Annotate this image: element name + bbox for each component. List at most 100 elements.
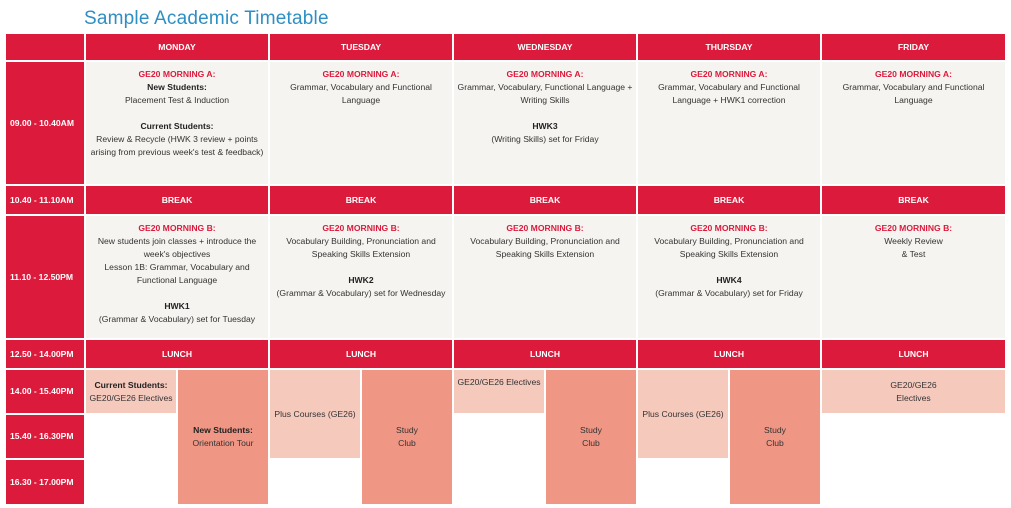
session-text: Grammar, Vocabulary, Functional Language… — [457, 82, 633, 92]
session-text: Speaking Skills Extension — [311, 249, 411, 259]
cell-tue-morning-b: GE20 MORNING B: Vocabulary Building, Pro… — [270, 216, 452, 338]
time-slot-3: 11.10 - 12.50PM — [6, 216, 84, 338]
session-text: Language + HWK1 correction — [672, 95, 786, 105]
homework-text: (Grammar & Vocabulary) set for Friday — [655, 288, 803, 298]
wednesday-afternoon: GE20/GE26 Electives Study Club — [454, 370, 636, 504]
break-cell: BREAK — [86, 186, 268, 214]
session-text: Club — [582, 438, 600, 448]
session-heading: GE20 MORNING A: — [874, 69, 953, 79]
monday-afternoon: Current Students: GE20/GE26 Electives Ne… — [86, 370, 268, 504]
session-text: Vocabulary Building, Pronunciation and — [286, 236, 436, 246]
session-text: Language — [341, 95, 381, 105]
current-students-label: Current Students: — [94, 379, 168, 390]
session-text: Functional Language — [136, 275, 218, 285]
session-text: Study — [580, 425, 602, 435]
session-heading: GE20 MORNING B: — [690, 223, 768, 233]
session-text: Vocabulary Building, Pronunciation and — [654, 236, 804, 246]
tuesday-afternoon: Plus Courses (GE26) Study Club — [270, 370, 452, 504]
homework-label: HWK1 — [164, 301, 190, 311]
cell-tue-morning-a: GE20 MORNING A: Grammar, Vocabulary and … — [270, 62, 452, 184]
session-heading: GE20 MORNING B: — [874, 223, 953, 233]
session-text: Review & Recycle (HWK 3 review + points — [96, 134, 258, 144]
session-text: New students join classes + introduce th… — [97, 236, 257, 246]
time-slot-7: 16.30 - 17.00PM — [6, 460, 84, 504]
cell-wed-morning-b: GE20 MORNING B: Vocabulary Building, Pro… — [454, 216, 636, 338]
cell-thu-morning-b: GE20 MORNING B: Vocabulary Building, Pro… — [638, 216, 820, 338]
session-text: Study — [764, 425, 786, 435]
day-header-friday: FRIDAY — [822, 34, 1005, 60]
session-text: Speaking Skills Extension — [495, 249, 595, 259]
cell-fri-morning-a: GE20 MORNING A: Grammar, Vocabulary and … — [822, 62, 1005, 184]
cell-mon-current-electives: Current Students: GE20/GE26 Electives — [86, 370, 176, 413]
day-header-wednesday: WEDNESDAY — [454, 34, 636, 60]
lunch-cell: LUNCH — [86, 340, 268, 368]
current-students-label: Current Students: — [140, 121, 214, 131]
cell-wed-morning-a: GE20 MORNING A: Grammar, Vocabulary, Fun… — [454, 62, 636, 184]
cell-fri-electives: GE20/GE26 Electives — [822, 370, 1005, 413]
session-text: Writing Skills — [520, 95, 570, 105]
homework-label: HWK3 — [532, 121, 558, 131]
homework-text: (Writing Skills) set for Friday — [491, 134, 599, 144]
session-text: Orientation Tour — [192, 438, 254, 448]
thursday-afternoon: Plus Courses (GE26) Study Club — [638, 370, 820, 504]
session-heading: GE20 MORNING B: — [322, 223, 400, 233]
cell-thu-plus-courses: Plus Courses (GE26) — [638, 370, 728, 458]
cell-wed-study-club: Study Club — [546, 370, 636, 504]
homework-text: (Grammar & Vocabulary) set for Tuesday — [98, 314, 256, 324]
session-text: week's objectives — [143, 249, 211, 259]
session-text: GE20/GE26 — [890, 379, 937, 390]
session-heading: GE20 MORNING A: — [690, 69, 768, 79]
timetable-grid: MONDAY TUESDAY WEDNESDAY THURSDAY FRIDAY… — [6, 34, 1005, 504]
homework-label: HWK2 — [348, 275, 374, 285]
homework-text: (Grammar & Vocabulary) set for Wednesday — [276, 288, 446, 298]
corner-cell — [6, 34, 84, 60]
lunch-cell: LUNCH — [638, 340, 820, 368]
cell-mon-morning-b: GE20 MORNING B: New students join classe… — [86, 216, 268, 338]
day-header-monday: MONDAY — [86, 34, 268, 60]
session-text: Placement Test & Induction — [125, 95, 229, 105]
session-text: Vocabulary Building, Pronunciation and — [470, 236, 620, 246]
session-text: Grammar, Vocabulary and Functional — [842, 82, 985, 92]
session-heading: GE20 MORNING A: — [322, 69, 400, 79]
session-heading: GE20 MORNING A: — [138, 69, 216, 79]
session-text: Club — [766, 438, 784, 448]
page-title: Sample Academic Timetable — [84, 8, 329, 29]
session-text: Weekly Review — [884, 236, 943, 246]
time-slot-1: 09.00 - 10.40AM — [6, 62, 84, 184]
day-header-tuesday: TUESDAY — [270, 34, 452, 60]
session-text: Plus Courses (GE26) — [274, 408, 356, 419]
friday-afternoon: GE20/GE26 Electives — [822, 370, 1005, 504]
session-text: Grammar, Vocabulary and Functional — [658, 82, 800, 92]
session-text: Grammar, Vocabulary and Functional — [290, 82, 432, 92]
session-text: arising from previous week's test & feed… — [90, 147, 264, 157]
session-text: Club — [398, 438, 416, 448]
cell-tue-study-club: Study Club — [362, 370, 452, 504]
session-heading: GE20 MORNING B: — [506, 223, 584, 233]
homework-label: HWK4 — [716, 275, 742, 285]
new-students-label: New Students: — [147, 82, 207, 92]
lunch-cell: LUNCH — [454, 340, 636, 368]
session-text: Study — [396, 425, 418, 435]
session-heading: GE20 MORNING A: — [506, 69, 584, 79]
cell-thu-morning-a: GE20 MORNING A: Grammar, Vocabulary and … — [638, 62, 820, 184]
cell-mon-orientation-tour: New Students: Orientation Tour — [178, 370, 268, 504]
time-slot-6: 15.40 - 16.30PM — [6, 415, 84, 458]
session-text: Speaking Skills Extension — [679, 249, 779, 259]
session-text: Language — [894, 95, 933, 105]
session-text: & Test — [901, 249, 926, 259]
cell-mon-morning-a: GE20 MORNING A: New Students: Placement … — [86, 62, 268, 184]
session-heading: GE20 MORNING B: — [138, 223, 216, 233]
day-header-thursday: THURSDAY — [638, 34, 820, 60]
cell-tue-plus-courses: Plus Courses (GE26) — [270, 370, 360, 458]
session-text: GE20/GE26 Electives — [457, 377, 541, 387]
session-text: Plus Courses (GE26) — [642, 408, 724, 419]
time-slot-5: 14.00 - 15.40PM — [6, 370, 84, 413]
cell-wed-electives: GE20/GE26 Electives — [454, 370, 544, 413]
break-cell: BREAK — [270, 186, 452, 214]
cell-thu-study-club: Study Club — [730, 370, 820, 504]
time-slot-4: 12.50 - 14.00PM — [6, 340, 84, 368]
lunch-cell: LUNCH — [270, 340, 452, 368]
session-text: GE20/GE26 Electives — [89, 392, 173, 403]
new-students-label: New Students: — [193, 425, 253, 435]
break-cell: BREAK — [638, 186, 820, 214]
